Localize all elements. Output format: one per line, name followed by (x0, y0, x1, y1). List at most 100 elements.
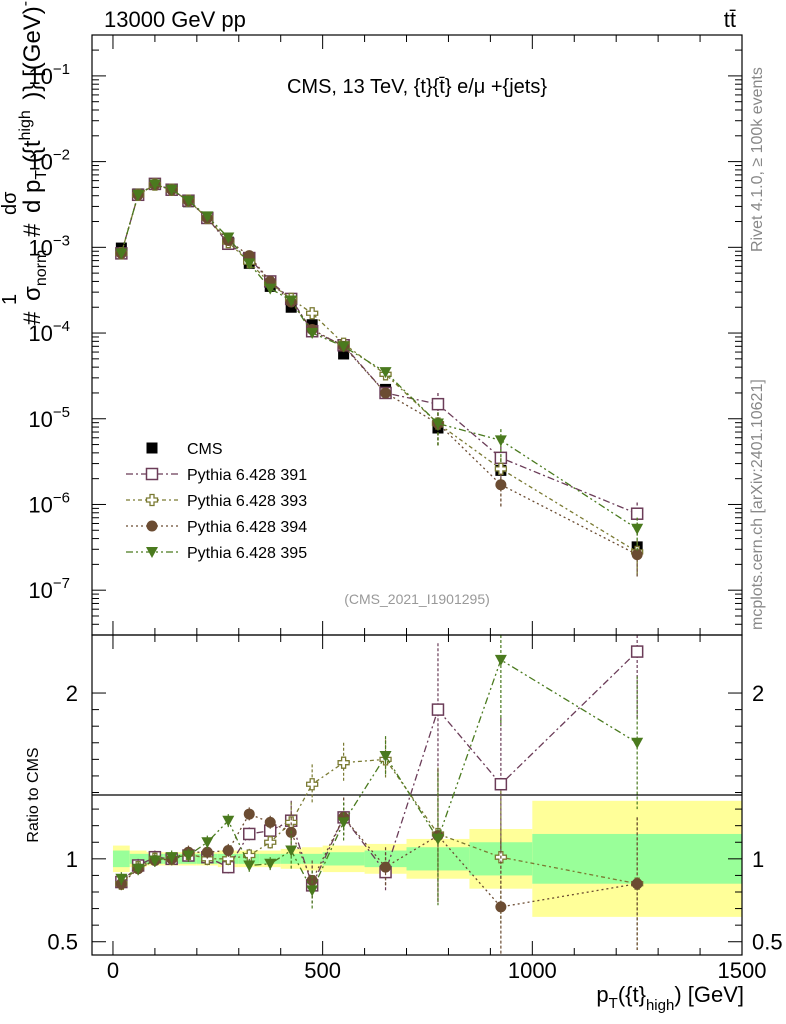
side-label-mcplots: mcplots.cern.ch [arXiv:2401.10621] (749, 379, 766, 630)
series-line (120, 183, 638, 556)
ratio-y-axis-label: Ratio to CMS (25, 747, 42, 842)
ratio-y-tick-label-right: 1 (752, 847, 764, 872)
uncertainty-band-inner (322, 852, 365, 866)
ratio-point (495, 901, 507, 913)
ratio-y-tick-label-left: 0.5 (47, 930, 78, 955)
ratio-panel: 0.5 0.5 1 1 2 2 0 500 1000 1500 (47, 634, 783, 983)
ratio-point (222, 815, 235, 827)
data-point (494, 435, 507, 447)
legend-label: CMS (187, 441, 223, 458)
data-point (148, 179, 161, 191)
data-point (115, 248, 128, 260)
ylabel-dp-tail: ({t (19, 140, 46, 163)
ratio-point (132, 863, 145, 875)
ratio-y-tick-label-left: 1 (66, 847, 78, 872)
ratio-point (285, 845, 298, 857)
ylabel-dp: d p (19, 180, 46, 213)
legend-marker (146, 442, 158, 454)
ratio-x-ticks: 0 500 1000 1500 (107, 635, 767, 983)
legend-label: Pythia 6.428 395 (187, 545, 307, 562)
main-y-axis-label: # σnorm # d pT ({thigh )} [(GeV)-1] 1 dσ (0, 0, 52, 325)
ratio-series-pythia-6.428-395 (115, 635, 644, 911)
ratio-point (115, 873, 128, 885)
ratio-point (337, 756, 350, 769)
data-point (285, 295, 298, 307)
legend: CMS Pythia 6.428 391 Pythia 6.428 393 Pythi… (126, 441, 307, 562)
data-point (494, 462, 508, 476)
header-final-state: tt̄ (724, 7, 736, 32)
ratio-point (630, 645, 644, 658)
ratio-point (494, 654, 507, 666)
ratio-point (631, 878, 643, 890)
data-point (306, 328, 319, 340)
ratio-point (306, 874, 318, 886)
ratio-point (264, 836, 277, 849)
ylabel-numerator-2: dσ (0, 191, 21, 215)
ylabel-dp-tail-sub: high (17, 110, 34, 140)
data-point (222, 232, 235, 244)
ylabel-hash-1: # (19, 311, 46, 325)
ratio-y-tick-label-right: 0.5 (752, 930, 783, 955)
data-point (631, 549, 643, 561)
x-tick-label: 1500 (718, 958, 767, 983)
ratio-series-line (121, 658, 638, 892)
legend-label: Pythia 6.428 391 (187, 467, 307, 484)
y-tick-label: 10−4 (28, 318, 70, 346)
ratio-point (494, 777, 508, 791)
ratio-frame (91, 634, 743, 956)
data-point (379, 367, 392, 379)
legend-marker (145, 467, 159, 481)
y-tick-label: 10−6 (28, 489, 70, 517)
ratio-y-ticks: 0.5 0.5 1 1 2 2 (47, 681, 782, 955)
ratio-point (306, 778, 319, 791)
main-y-ticks: 10−7 10−6 10−5 10−4 10−3 10−2 10−1 (28, 49, 742, 636)
uncertainty-band-inner (112, 850, 130, 868)
ratio-point (148, 855, 161, 867)
side-label-rivet: Rivet 4.1.0, ≥ 100k events (749, 67, 766, 252)
ratio-point (243, 860, 256, 872)
ratio-point (243, 808, 255, 820)
series-pythia-6.428-395 (115, 179, 644, 552)
x-axis-label: pT({t}high) [GeV] (596, 982, 744, 1014)
ratio-point (243, 827, 256, 841)
ratio-series-line (120, 651, 638, 888)
data-point (264, 283, 277, 295)
data-point (431, 397, 445, 411)
legend-marker (146, 520, 158, 532)
y-tick-label: 10−5 (28, 404, 70, 432)
uncertainty-band-inner (301, 853, 323, 864)
ratio-point (380, 861, 392, 873)
legend-label: Pythia 6.428 393 (187, 493, 307, 510)
ratio-point (165, 852, 178, 864)
ylabel-unit-sup: -1 (17, 0, 34, 6)
data-point (182, 195, 195, 207)
data-point (201, 211, 214, 223)
y-tick-label: 10−2 (28, 147, 70, 175)
data-point (243, 258, 256, 270)
ylabel-numerator-1: 1 (0, 294, 21, 305)
ratio-point (182, 850, 195, 862)
series-pythia-6.428-393 (115, 178, 644, 575)
data-point (431, 418, 444, 430)
ratio-point (201, 837, 214, 849)
data-point (338, 348, 350, 360)
ylabel-sigma-sub: norm (33, 250, 50, 286)
series-line (120, 183, 638, 553)
ratio-point (264, 816, 276, 828)
ratio-y-tick-label-left: 2 (66, 681, 78, 706)
ylabel-hash-2: # (19, 223, 46, 237)
data-point (380, 387, 392, 399)
data-point (306, 307, 319, 320)
data-point (630, 507, 644, 520)
series-pythia-6.428-394 (115, 179, 643, 577)
y-tick-label: 10−3 (28, 232, 70, 260)
uncertainty-band-inner (280, 853, 302, 864)
svg-text:# σnorm # d: # σnorm # d pT ({thigh )} [(GeV)-1] (9, 0, 52, 325)
data-point (165, 184, 178, 196)
analysis-watermark: (CMS_2021_I1901295) (344, 591, 490, 607)
ratio-point (337, 817, 350, 829)
x-tick-label: 1000 (508, 958, 557, 983)
legend-label: Pythia 6.428 394 (187, 519, 307, 536)
ylabel-sigma: σ (19, 286, 46, 301)
ylabel-dp-sub: T (33, 170, 50, 180)
